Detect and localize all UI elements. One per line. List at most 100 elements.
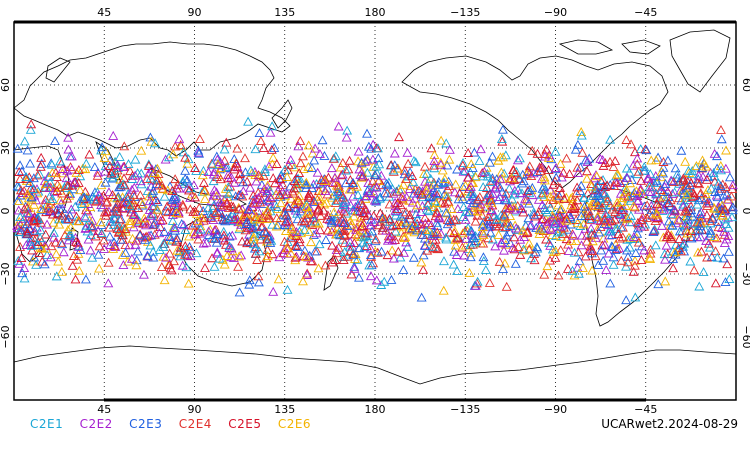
observation-triangle xyxy=(203,226,214,236)
observation-triangle xyxy=(144,196,155,206)
observation-triangle xyxy=(60,179,71,189)
observation-triangle xyxy=(36,158,47,168)
observation-triangle xyxy=(672,169,683,179)
observation-triangle xyxy=(40,179,51,189)
observation-triangle xyxy=(423,236,434,246)
observation-triangle xyxy=(163,152,174,162)
observation-triangle xyxy=(265,201,276,211)
observation-triangle xyxy=(57,188,68,198)
observation-triangle xyxy=(359,242,370,252)
observation-triangle xyxy=(395,252,406,262)
observation-triangle xyxy=(301,213,312,223)
observation-triangle xyxy=(553,200,563,210)
observation-triangle xyxy=(220,183,231,193)
observation-triangle xyxy=(63,235,74,245)
observation-triangle xyxy=(206,195,217,205)
observation-triangle xyxy=(546,224,557,234)
observation-triangle xyxy=(710,208,721,218)
observation-triangle xyxy=(697,171,708,181)
observation-triangle xyxy=(115,174,126,184)
observation-triangle xyxy=(61,173,72,183)
observation-triangle xyxy=(630,255,640,265)
observation-triangle xyxy=(420,240,431,250)
observation-triangle xyxy=(154,244,165,254)
observation-triangle xyxy=(43,199,54,209)
observation-triangle xyxy=(145,240,156,250)
observation-triangle xyxy=(439,198,450,208)
observation-triangle xyxy=(663,198,674,208)
observation-triangle xyxy=(527,145,538,155)
observation-triangle xyxy=(248,239,259,249)
observation-triangle xyxy=(253,170,264,180)
lat-tick-label-left: 60 xyxy=(0,78,12,92)
observation-triangle xyxy=(307,148,318,158)
observation-triangle xyxy=(607,204,618,214)
observation-triangle xyxy=(146,230,157,240)
lon-tick-label-top: −45 xyxy=(634,6,657,19)
observation-triangle xyxy=(135,176,146,186)
observation-triangle xyxy=(104,161,115,171)
observation-triangle xyxy=(421,168,432,178)
observation-triangle xyxy=(46,159,57,169)
observation-triangle xyxy=(384,214,395,224)
observation-triangle xyxy=(306,237,316,247)
observation-triangle xyxy=(182,175,193,185)
observation-triangle xyxy=(613,200,623,210)
observation-triangle xyxy=(158,242,169,251)
observation-triangle xyxy=(686,205,697,215)
observation-triangle xyxy=(633,166,644,176)
observation-triangle xyxy=(332,187,343,197)
observation-triangle xyxy=(16,253,27,263)
observation-triangle xyxy=(572,195,583,205)
observation-triangle xyxy=(293,141,304,151)
observation-triangle xyxy=(143,159,154,169)
observation-triangle xyxy=(512,224,523,234)
observation-triangle xyxy=(180,241,191,250)
observation-triangle xyxy=(499,258,510,268)
observation-triangle xyxy=(709,148,720,158)
observation-triangle xyxy=(50,136,60,146)
observation-triangle xyxy=(716,165,727,175)
lat-tick-label-left: 0 xyxy=(0,208,12,215)
observation-triangle xyxy=(694,225,705,235)
observation-triangle xyxy=(638,165,649,175)
observation-triangle xyxy=(401,217,412,227)
observation-triangle xyxy=(674,226,685,236)
observation-triangle xyxy=(609,180,620,190)
observation-triangle xyxy=(318,183,329,193)
observation-triangle xyxy=(355,169,366,179)
observation-triangle xyxy=(493,229,504,239)
observation-triangle xyxy=(98,235,109,245)
observation-triangle xyxy=(617,222,628,232)
observation-triangle xyxy=(431,198,442,207)
observation-triangle xyxy=(417,189,428,199)
observation-triangle xyxy=(148,246,159,256)
observation-triangle xyxy=(639,201,650,211)
observation-triangle xyxy=(630,248,641,257)
observation-triangle xyxy=(388,165,399,175)
observation-triangle xyxy=(576,130,587,140)
observation-triangle xyxy=(527,182,538,192)
observation-triangle xyxy=(375,208,386,218)
observation-triangle xyxy=(330,151,341,161)
observation-triangle xyxy=(475,144,486,154)
observation-triangle xyxy=(212,159,223,169)
observation-triangle xyxy=(176,218,187,228)
observation-triangle xyxy=(621,261,631,271)
observation-triangle xyxy=(621,172,632,182)
observation-triangle xyxy=(194,134,205,144)
observation-triangle xyxy=(483,233,494,243)
observation-triangle xyxy=(360,193,371,203)
observation-triangle xyxy=(227,246,238,256)
lon-tick-label-bottom: 45 xyxy=(97,403,111,416)
observation-triangle xyxy=(55,237,66,247)
observation-triangle xyxy=(302,270,312,279)
observation-triangle xyxy=(177,260,188,270)
observation-triangle xyxy=(259,184,270,193)
observation-triangle xyxy=(362,128,372,138)
observation-triangle xyxy=(313,263,324,273)
lon-tick-label-bottom: 90 xyxy=(188,403,202,416)
observation-triangle xyxy=(22,189,33,199)
observation-triangle xyxy=(237,191,248,201)
observation-triangle xyxy=(423,206,434,216)
